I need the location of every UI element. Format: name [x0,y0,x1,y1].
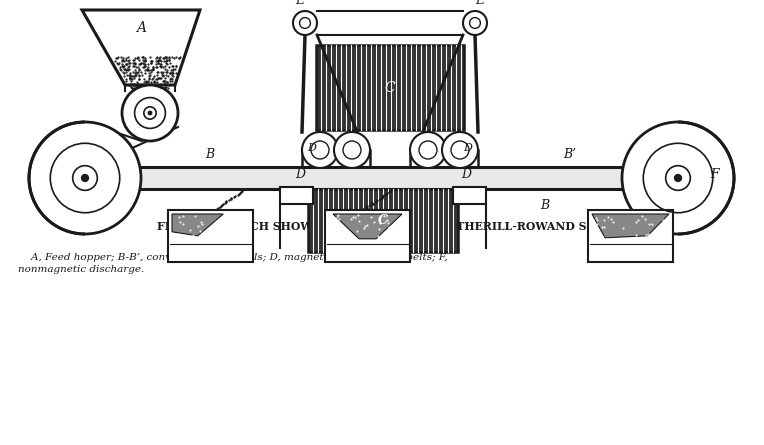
Text: C: C [378,214,388,227]
Bar [85,167,678,189]
Bar [308,189,458,252]
Circle shape [144,107,156,119]
Text: A, Feed hopper; B-B’, conveyor belt; C, coils; D, magnet poles; E, cross belts; : A, Feed hopper; B-B’, conveyor belt; C, … [18,252,448,262]
Circle shape [622,122,734,234]
Text: ARATOR.: ARATOR. [354,235,410,246]
Circle shape [29,122,141,234]
Text: D: D [308,143,316,153]
Polygon shape [333,214,402,239]
Bar [280,187,313,204]
Circle shape [82,174,89,182]
Circle shape [334,132,370,168]
Text: nonmagnetic discharge.: nonmagnetic discharge. [18,264,144,274]
Bar [453,187,486,204]
Text: E: E [296,0,305,7]
Bar [588,210,673,262]
Circle shape [675,174,681,182]
Text: C: C [385,81,395,94]
Polygon shape [172,214,223,236]
Circle shape [410,132,446,168]
Circle shape [148,111,152,115]
Bar [316,45,464,130]
Text: B’: B’ [563,148,577,161]
Text: B: B [206,148,215,161]
Bar [325,210,410,262]
Text: FIG. 32.—SKETCH SHOWING PRINCIPLE OF WETHERILL-ROWAND SEP-: FIG. 32.—SKETCH SHOWING PRINCIPLE OF WET… [157,222,607,232]
Text: A: A [136,21,146,35]
Bar [168,210,253,262]
Text: E: E [475,0,484,7]
Text: D: D [295,169,305,182]
Circle shape [73,166,97,190]
Circle shape [293,11,317,35]
Polygon shape [592,214,669,238]
Circle shape [122,85,178,141]
Text: D: D [461,169,471,182]
Circle shape [302,132,338,168]
Text: B: B [540,199,549,212]
Circle shape [665,166,691,190]
Circle shape [442,132,478,168]
Text: D: D [464,143,472,153]
Circle shape [463,11,487,35]
Text: F: F [710,167,719,181]
